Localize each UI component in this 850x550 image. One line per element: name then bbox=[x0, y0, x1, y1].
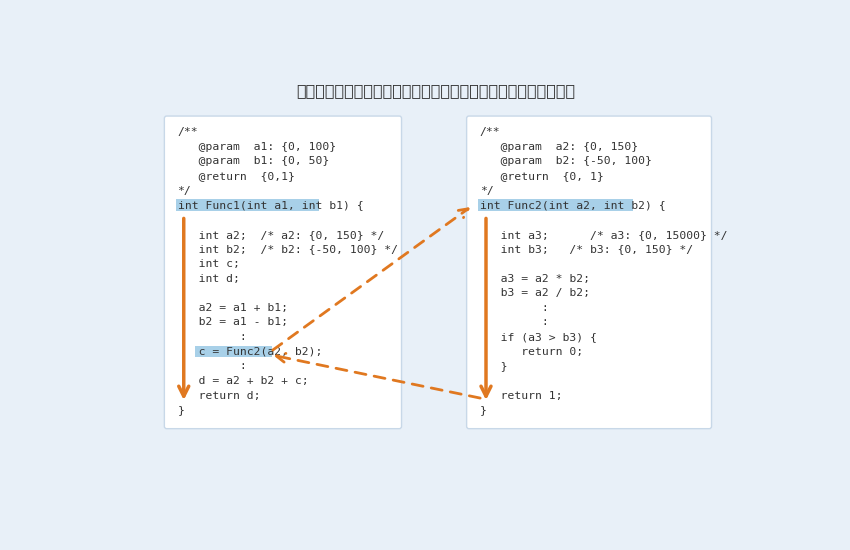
Text: b2 = a1 - b1;: b2 = a1 - b1; bbox=[178, 317, 287, 327]
Text: a3 = a2 * b2;: a3 = a2 * b2; bbox=[479, 273, 590, 283]
Text: :: : bbox=[178, 361, 246, 371]
FancyBboxPatch shape bbox=[479, 199, 633, 211]
Text: int b2;  /* b2: {-50, 100} */: int b2; /* b2: {-50, 100} */ bbox=[178, 244, 398, 254]
Text: */: */ bbox=[479, 186, 494, 196]
Text: }: } bbox=[479, 361, 507, 371]
Text: return 1;: return 1; bbox=[479, 390, 563, 400]
Text: :: : bbox=[178, 332, 246, 342]
FancyBboxPatch shape bbox=[176, 199, 320, 211]
Text: d = a2 + b2 + c;: d = a2 + b2 + c; bbox=[178, 376, 309, 386]
FancyBboxPatch shape bbox=[164, 116, 401, 428]
Text: :: : bbox=[479, 303, 548, 313]
Text: int a3;      /* a3: {0, 15000} */: int a3; /* a3: {0, 15000} */ bbox=[479, 230, 728, 240]
Text: int c;: int c; bbox=[178, 259, 240, 269]
Text: int b3;   /* b3: {0, 150} */: int b3; /* b3: {0, 150} */ bbox=[479, 244, 693, 254]
Text: if (a3 > b3) {: if (a3 > b3) { bbox=[479, 332, 597, 342]
Text: /**: /** bbox=[178, 127, 198, 137]
Text: @param  a2: {0, 150}: @param a2: {0, 150} bbox=[479, 142, 638, 152]
Text: return d;: return d; bbox=[178, 390, 260, 400]
Text: a2 = a1 + b1;: a2 = a1 + b1; bbox=[178, 303, 287, 313]
Text: @param  b2: {-50, 100}: @param b2: {-50, 100} bbox=[479, 157, 652, 167]
Text: @param  b1: {0, 50}: @param b1: {0, 50} bbox=[178, 157, 329, 167]
Text: }: } bbox=[479, 405, 487, 415]
Text: */: */ bbox=[178, 186, 191, 196]
Text: :: : bbox=[479, 317, 548, 327]
Text: int a2;  /* a2: {0, 150} */: int a2; /* a2: {0, 150} */ bbox=[178, 230, 384, 240]
FancyBboxPatch shape bbox=[467, 116, 711, 428]
Text: c = Func2(a2, b2);: c = Func2(a2, b2); bbox=[178, 346, 322, 356]
Text: return 0;: return 0; bbox=[479, 346, 583, 356]
Text: int d;: int d; bbox=[178, 273, 240, 283]
Text: /**: /** bbox=[479, 127, 501, 137]
FancyBboxPatch shape bbox=[195, 345, 272, 357]
Text: b3 = a2 / b2;: b3 = a2 / b2; bbox=[479, 288, 590, 298]
Text: 関数間の実行フローを追跡。コードパス内の全ての変数を追跡。: 関数間の実行フローを追跡。コードパス内の全ての変数を追跡。 bbox=[296, 83, 575, 98]
Text: int Func2(int a2, int b2) {: int Func2(int a2, int b2) { bbox=[479, 200, 666, 210]
Text: }: } bbox=[178, 405, 184, 415]
Text: @param  a1: {0, 100}: @param a1: {0, 100} bbox=[178, 142, 336, 152]
Text: int Func1(int a1, int b1) {: int Func1(int a1, int b1) { bbox=[178, 200, 363, 210]
Text: @return  {0,1}: @return {0,1} bbox=[178, 171, 294, 181]
Text: @return  {0, 1}: @return {0, 1} bbox=[479, 171, 604, 181]
